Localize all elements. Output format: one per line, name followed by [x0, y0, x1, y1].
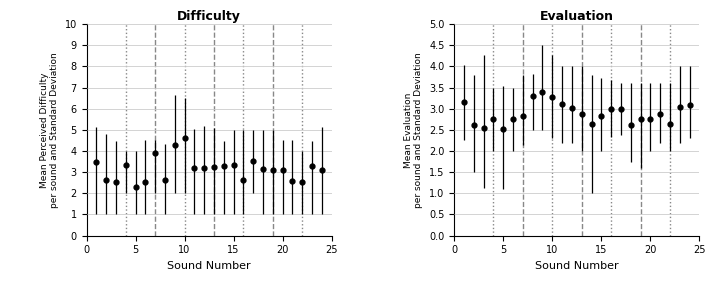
Title: Evaluation: Evaluation [540, 10, 614, 23]
Title: Difficulty: Difficulty [177, 10, 241, 23]
X-axis label: Sound Number: Sound Number [167, 261, 251, 271]
Y-axis label: Mean Evaluation
per sound and Standard Deviation: Mean Evaluation per sound and Standard D… [404, 52, 423, 208]
X-axis label: Sound Number: Sound Number [535, 261, 619, 271]
Y-axis label: Mean Perceived Difficulty
per sound and Standard Deviation: Mean Perceived Difficulty per sound and … [40, 52, 59, 208]
